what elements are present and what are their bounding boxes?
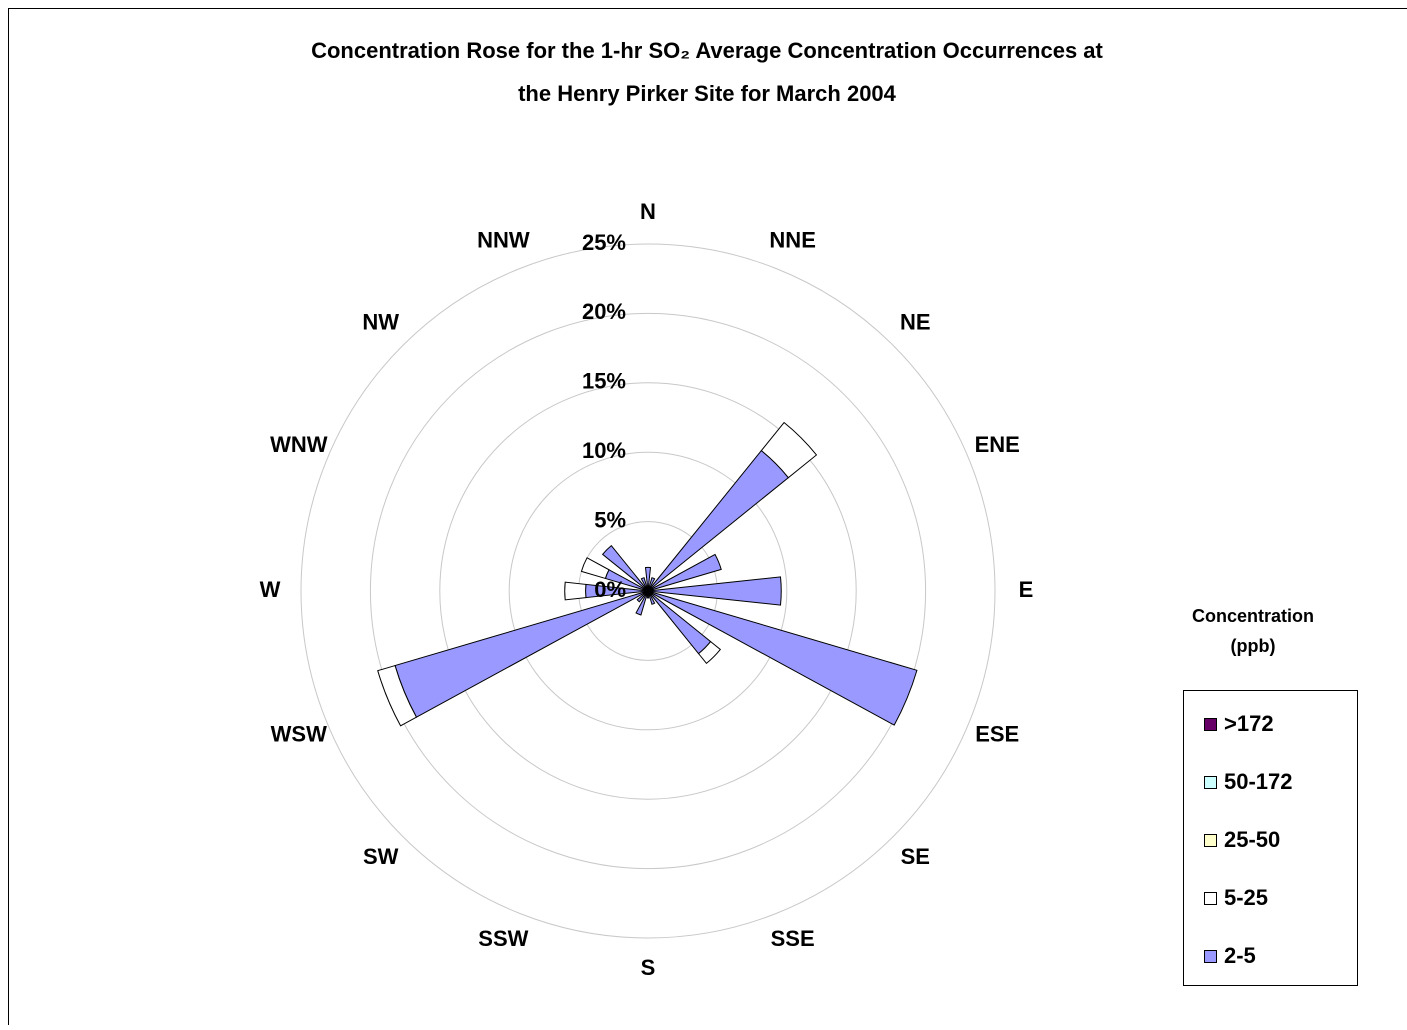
chart-title: Concentration Rose for the 1-hr SO₂ Aver… — [311, 38, 1103, 63]
direction-label: N — [640, 199, 656, 224]
legend-title: Concentration — [1192, 606, 1314, 626]
chart-title: the Henry Pirker Site for March 2004 — [518, 81, 897, 106]
legend-label: 2-5 — [1224, 943, 1256, 968]
direction-label: SW — [363, 844, 399, 869]
legend-swatch — [1205, 777, 1217, 789]
legend-swatch — [1205, 835, 1217, 847]
rose-segment — [565, 582, 586, 600]
direction-label: WNW — [270, 432, 328, 457]
direction-label: SSE — [771, 926, 815, 951]
direction-label: NW — [362, 310, 399, 335]
r-tick-label: 15% — [582, 369, 626, 394]
legend-title: (ppb) — [1231, 636, 1276, 656]
legend-label: 5-25 — [1224, 885, 1268, 910]
r-tick-label: 5% — [594, 507, 626, 532]
direction-label: W — [260, 577, 281, 602]
direction-label: NNE — [769, 228, 815, 253]
r-tick-label: 0% — [594, 577, 626, 602]
direction-label: ENE — [975, 432, 1020, 457]
direction-label: SSW — [478, 926, 528, 951]
direction-label: WSW — [271, 721, 327, 746]
legend-label: >172 — [1224, 711, 1274, 736]
r-tick-label: 25% — [582, 230, 626, 255]
legend-swatch — [1205, 719, 1217, 731]
direction-label: E — [1019, 577, 1034, 602]
r-tick-label: 10% — [582, 438, 626, 463]
r-tick-label: 20% — [582, 299, 626, 324]
direction-label: NNW — [477, 228, 530, 253]
legend-swatch — [1205, 893, 1217, 905]
legend-label: 50-172 — [1224, 769, 1293, 794]
legend-swatch — [1205, 951, 1217, 963]
direction-label: NE — [900, 310, 931, 335]
direction-label: S — [641, 955, 656, 980]
legend-label: 25-50 — [1224, 827, 1280, 852]
direction-label: ESE — [975, 721, 1019, 746]
direction-label: SE — [901, 844, 930, 869]
